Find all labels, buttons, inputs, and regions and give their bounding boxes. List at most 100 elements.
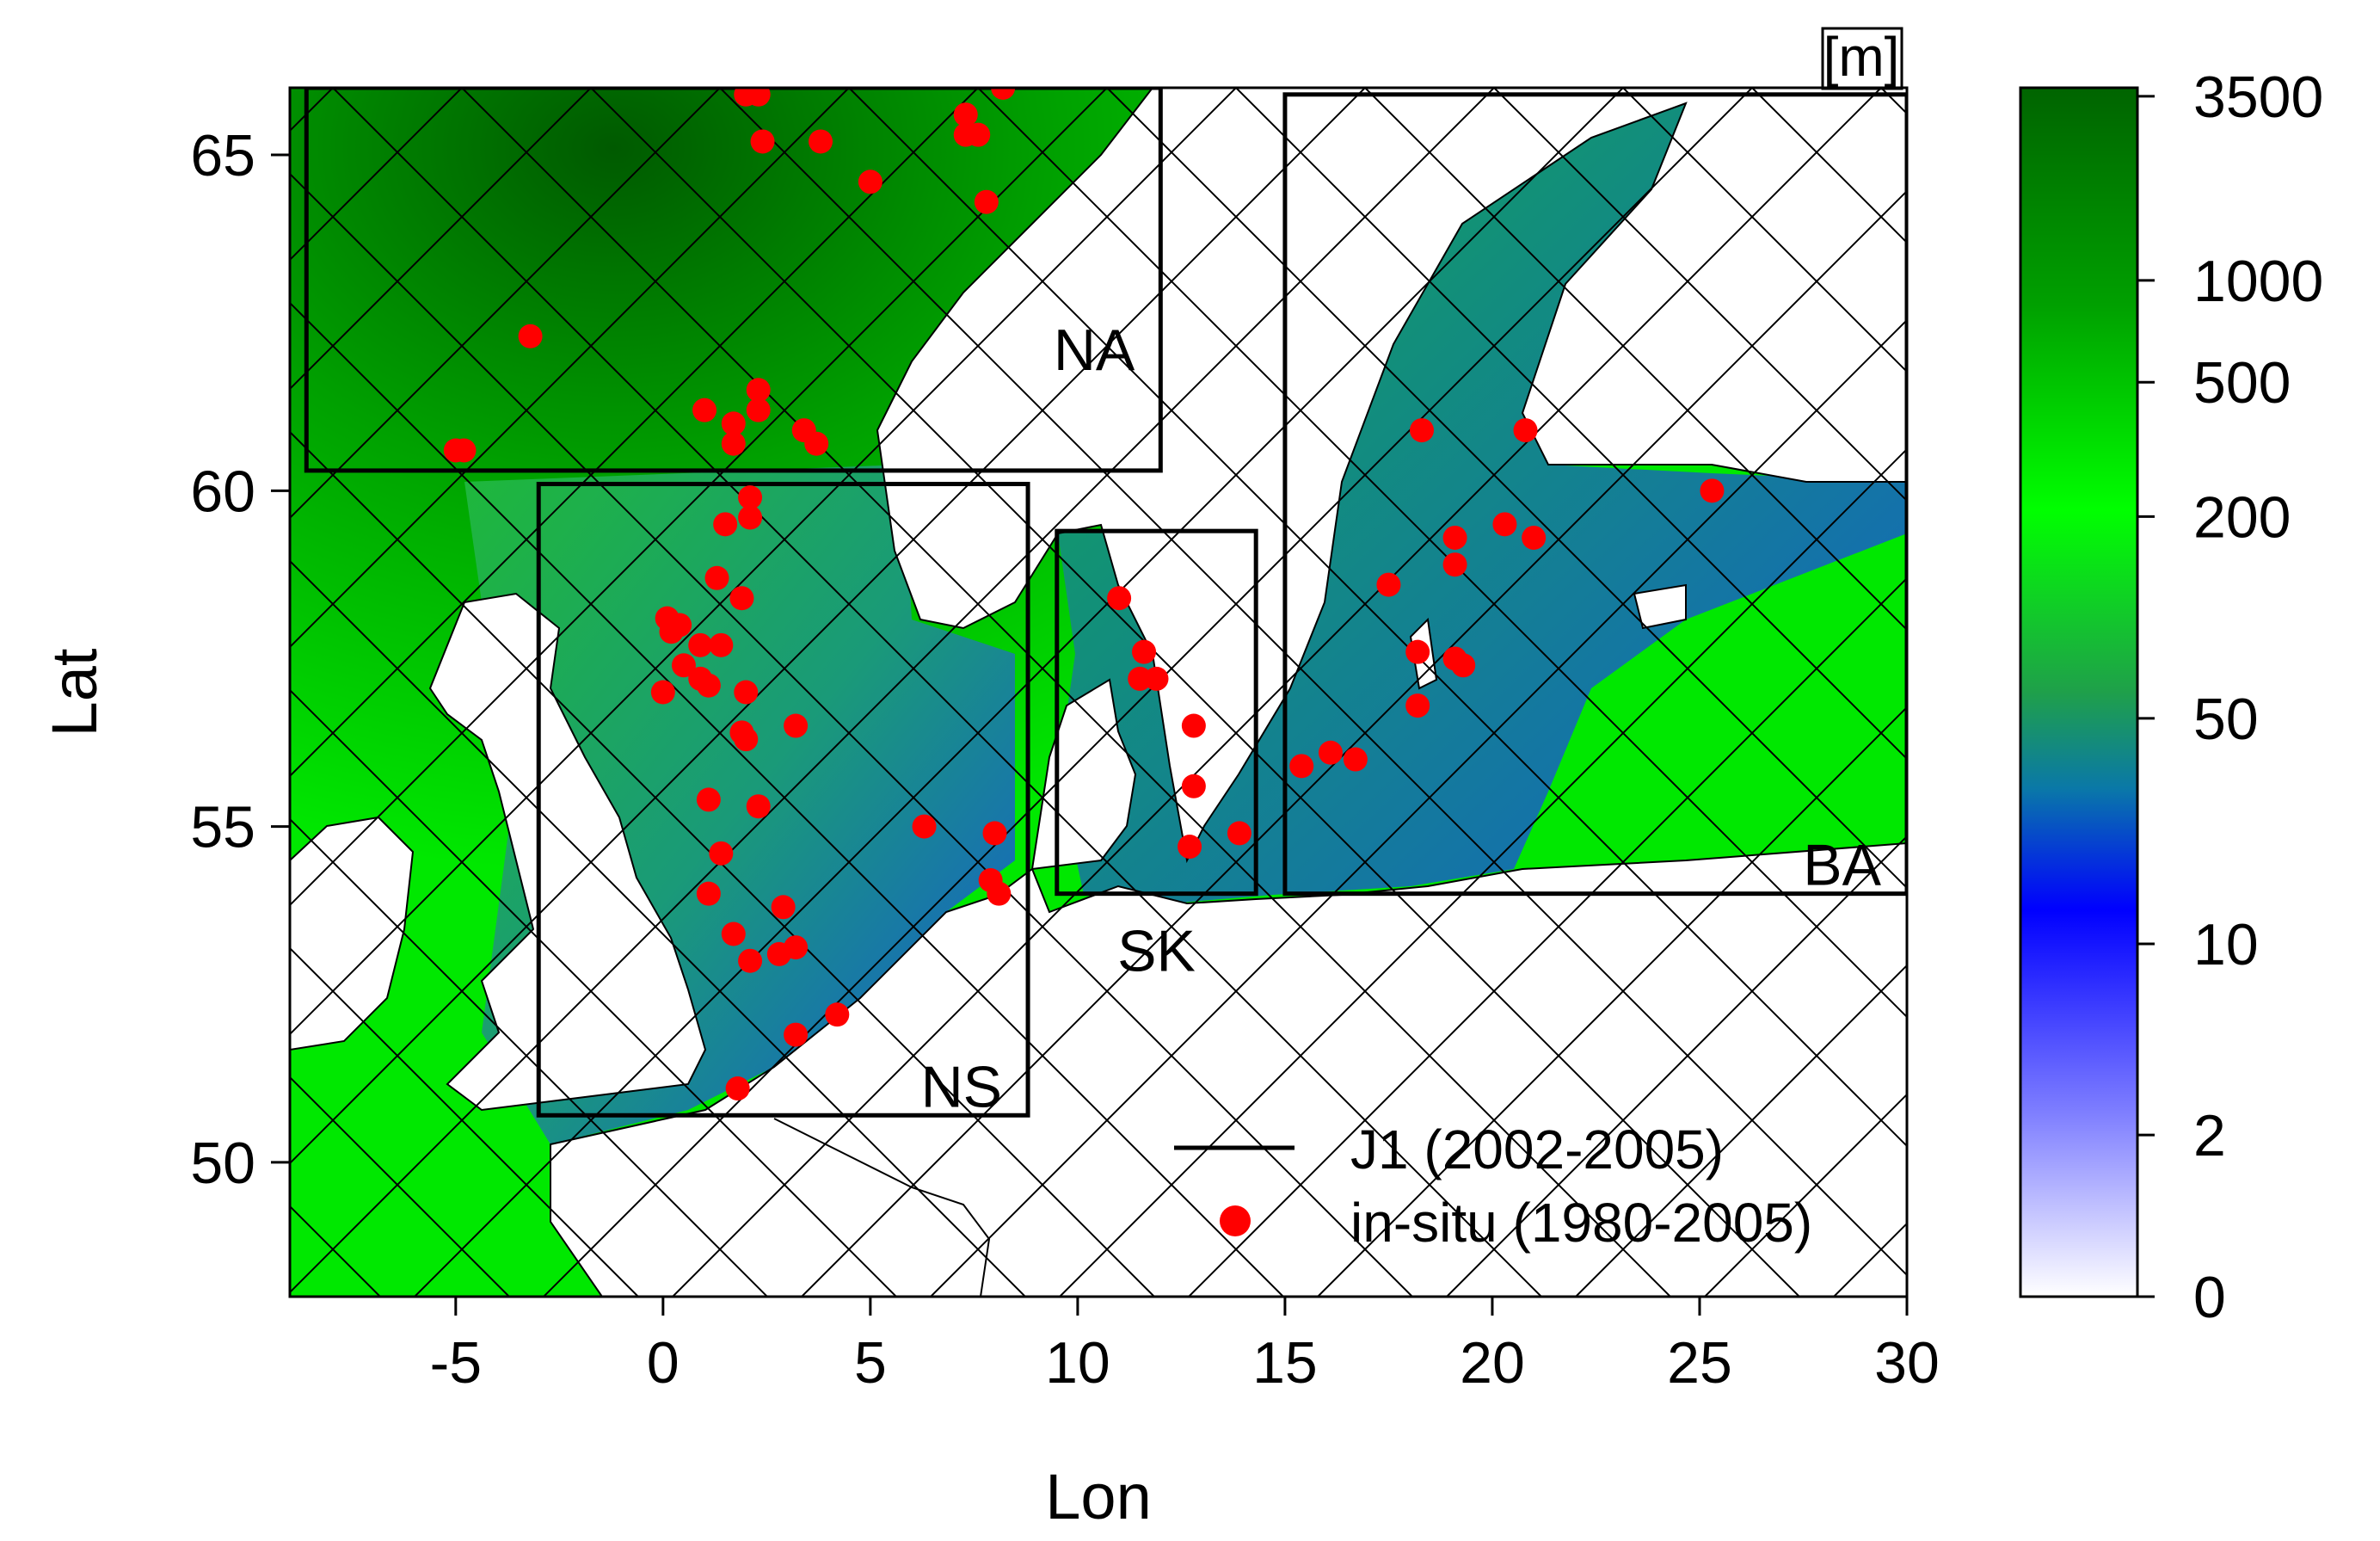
track-ascending (414, 88, 1624, 1297)
insitu-point (696, 881, 721, 906)
satellite-ground-tracks (0, 88, 1907, 1297)
colorbar-tick-label: 0 (2193, 1265, 2226, 1330)
insitu-point (953, 102, 978, 127)
track-ascending (1059, 447, 1907, 1297)
insitu-point (987, 881, 1012, 906)
y-axis-label: Lat (39, 648, 110, 737)
insitu-point (1343, 747, 1368, 772)
insitu-point (1513, 418, 1538, 443)
x-axis-label: Lon (1045, 1461, 1151, 1532)
track-descending (590, 88, 1800, 1297)
insitu-point (1132, 639, 1157, 664)
insitu-point (709, 632, 734, 657)
insitu-point (1442, 552, 1467, 577)
insitu-point (713, 512, 738, 537)
colorbar-tick-label: 2 (2193, 1103, 2226, 1168)
insitu-point (1128, 666, 1153, 691)
track-ascending (801, 189, 1907, 1297)
x-tick-label: 25 (1667, 1330, 1732, 1396)
track-ascending (1317, 706, 1907, 1297)
track-descending (0, 88, 251, 1297)
track-ascending (290, 88, 1495, 1294)
track-ascending (1446, 835, 1907, 1297)
insitu-stations (443, 88, 1725, 1101)
insitu-point (784, 1022, 809, 1047)
x-tick-label: 5 (854, 1330, 887, 1396)
saaremaa-land (1633, 583, 1687, 630)
track-descending (461, 88, 1671, 1297)
colorbar-ramp (2019, 86, 2139, 1298)
colorbar-unit: [m] (1823, 26, 1900, 88)
track-ascending (1188, 576, 1907, 1297)
insitu-point (688, 632, 713, 657)
insitu-point (966, 122, 991, 147)
insitu-point (1178, 835, 1202, 860)
x-tick-label: 30 (1874, 1330, 1940, 1396)
insitu-point (659, 619, 684, 644)
region-label-ns: NS (921, 1054, 1002, 1119)
colorbar-tick-label: 200 (2193, 484, 2291, 550)
insitu-point (734, 727, 759, 752)
track-ascending (1575, 964, 1907, 1297)
track-ascending (290, 88, 979, 778)
map-area (0, 88, 1907, 1297)
region-labels: NA NS SK BA (921, 317, 1882, 1119)
insitu-point (1181, 713, 1206, 738)
insitu-point (721, 922, 746, 946)
insitu-point (746, 88, 771, 107)
insitu-point (784, 935, 809, 960)
insitu-point (738, 485, 763, 510)
track-ascending (290, 88, 721, 520)
insitu-point (1405, 639, 1430, 664)
legend-insitu-label: in-situ (1980-2005) (1350, 1192, 1812, 1254)
track-ascending (290, 88, 850, 649)
insitu-point (1451, 653, 1476, 678)
x-tick-label: 0 (647, 1330, 680, 1396)
insitu-point (1181, 774, 1206, 798)
insitu-point (704, 565, 729, 590)
insitu-point (809, 129, 833, 154)
region-label-na: NA (1054, 317, 1135, 383)
track-descending (290, 559, 1026, 1297)
insitu-point (1700, 478, 1725, 503)
track-descending (332, 88, 1542, 1297)
insitu-point (709, 841, 734, 866)
colorbar-unit-box (1821, 27, 1903, 90)
insitu-point (1492, 512, 1517, 537)
x-tick-label: 20 (1460, 1330, 1525, 1396)
x-tick-label: 10 (1045, 1330, 1110, 1396)
track-descending (290, 430, 1155, 1297)
insitu-point (858, 170, 883, 194)
region-box-na (304, 88, 1163, 473)
region-box-ba (1282, 92, 1907, 897)
x-axis: -5 0 5 10 15 20 25 30 (430, 1297, 1940, 1396)
insitu-point (729, 586, 754, 611)
region-label-sk: SK (1117, 919, 1196, 984)
colorbar-tick-label: 1000 (2193, 249, 2323, 314)
insitu-point (692, 398, 717, 422)
track-ascending (672, 88, 1882, 1297)
legend: J1 (2002-2005) in-situ (1980-2005) (1174, 1119, 1812, 1254)
track-ascending (290, 88, 1108, 907)
colorbar-tick-label: 50 (2193, 687, 2259, 752)
x-tick-label: -5 (430, 1330, 482, 1396)
plot-frame (288, 86, 1909, 1298)
track-descending (290, 172, 1413, 1297)
track-descending (1493, 88, 1907, 502)
britain-land (428, 592, 707, 1112)
track-descending (290, 1076, 510, 1297)
track-ascending (290, 88, 1366, 1165)
insitu-point (982, 821, 1007, 846)
insitu-point (696, 787, 721, 812)
track-ascending (290, 88, 592, 391)
legend-track-label: J1 (2002-2005) (1350, 1119, 1724, 1180)
insitu-point (696, 673, 721, 698)
depth-colorbar: 3500 1000 500 200 50 10 2 0 (2019, 65, 2323, 1330)
track-ascending (930, 318, 1907, 1297)
track-descending (1235, 88, 1907, 761)
track-descending (977, 88, 1907, 1019)
insitu-point (1107, 586, 1132, 611)
track-descending (290, 946, 639, 1297)
track-descending (290, 817, 768, 1297)
